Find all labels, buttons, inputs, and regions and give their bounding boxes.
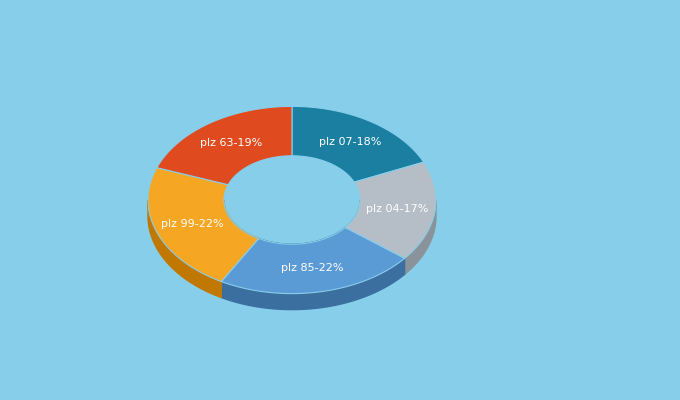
Polygon shape [157,106,292,185]
Polygon shape [148,200,221,298]
Polygon shape [405,200,436,274]
Text: plz 63-19%: plz 63-19% [200,138,262,148]
Polygon shape [345,162,436,258]
Text: plz 04-17%: plz 04-17% [366,204,428,214]
Polygon shape [221,258,405,310]
Polygon shape [148,168,258,282]
Text: plz 99-22%: plz 99-22% [161,219,224,229]
Polygon shape [292,106,424,182]
Polygon shape [345,200,360,244]
Polygon shape [224,200,258,254]
Text: plz 07-18%: plz 07-18% [319,137,381,147]
Text: plz 85-22%: plz 85-22% [281,263,343,273]
Polygon shape [221,228,405,294]
Polygon shape [258,228,345,260]
